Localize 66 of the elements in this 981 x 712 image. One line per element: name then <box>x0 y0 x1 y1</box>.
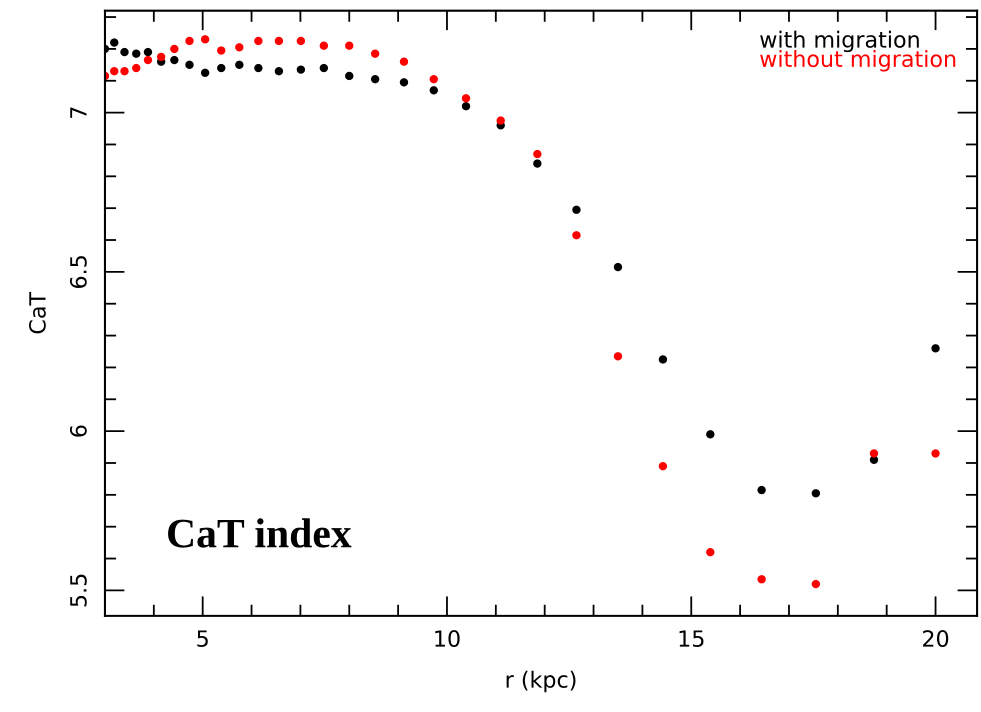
point <box>345 42 354 50</box>
point <box>757 486 766 494</box>
y-axis-title: CaT <box>29 292 46 334</box>
point <box>870 449 878 458</box>
point <box>533 150 542 158</box>
point <box>296 36 306 46</box>
point <box>812 580 820 588</box>
point <box>400 78 408 87</box>
x-tick-label: 20 <box>923 630 948 647</box>
point <box>706 430 714 438</box>
point <box>200 68 210 77</box>
y-tick-label: 7 <box>70 107 86 118</box>
y-tick-label: 6 <box>70 425 87 437</box>
point <box>254 36 263 46</box>
point <box>345 72 354 80</box>
point <box>170 44 179 54</box>
point <box>931 344 940 352</box>
x-tick-label: 15 <box>680 630 704 647</box>
point <box>274 67 284 76</box>
y-tick-label: 6.5 <box>70 256 87 288</box>
point <box>614 352 622 360</box>
point <box>185 60 194 69</box>
point <box>296 65 306 74</box>
point <box>235 43 244 52</box>
x-axis-title: r (kpc) <box>506 670 576 692</box>
point <box>170 56 179 64</box>
x-tick-label: 10 <box>435 630 460 647</box>
point <box>217 64 226 72</box>
point <box>400 57 408 66</box>
point <box>931 449 940 458</box>
point <box>658 462 668 470</box>
point <box>110 67 118 76</box>
point <box>132 50 140 58</box>
point <box>120 67 129 76</box>
point <box>572 231 581 240</box>
point <box>757 575 766 584</box>
point <box>430 86 438 94</box>
point <box>217 46 226 55</box>
point <box>370 74 380 84</box>
point <box>370 50 380 58</box>
x-tick-label: 5 <box>197 630 208 647</box>
point <box>110 38 118 47</box>
point <box>430 74 438 84</box>
annotation: CaT index <box>168 518 352 548</box>
point <box>144 48 152 56</box>
point <box>200 35 210 44</box>
point <box>320 42 328 50</box>
point <box>132 64 140 72</box>
y-tick-label: 5.5 <box>70 574 87 606</box>
point <box>706 548 714 556</box>
point <box>156 52 166 62</box>
point <box>462 102 470 110</box>
point <box>496 116 505 125</box>
point <box>614 262 622 272</box>
point <box>462 94 470 102</box>
point <box>185 36 194 46</box>
point <box>533 159 542 168</box>
point <box>812 489 820 498</box>
point <box>658 355 668 364</box>
point <box>320 64 328 72</box>
point <box>235 60 244 69</box>
point <box>572 206 581 214</box>
point <box>254 64 263 72</box>
point <box>120 48 129 56</box>
point <box>274 36 284 46</box>
point <box>144 56 152 64</box>
